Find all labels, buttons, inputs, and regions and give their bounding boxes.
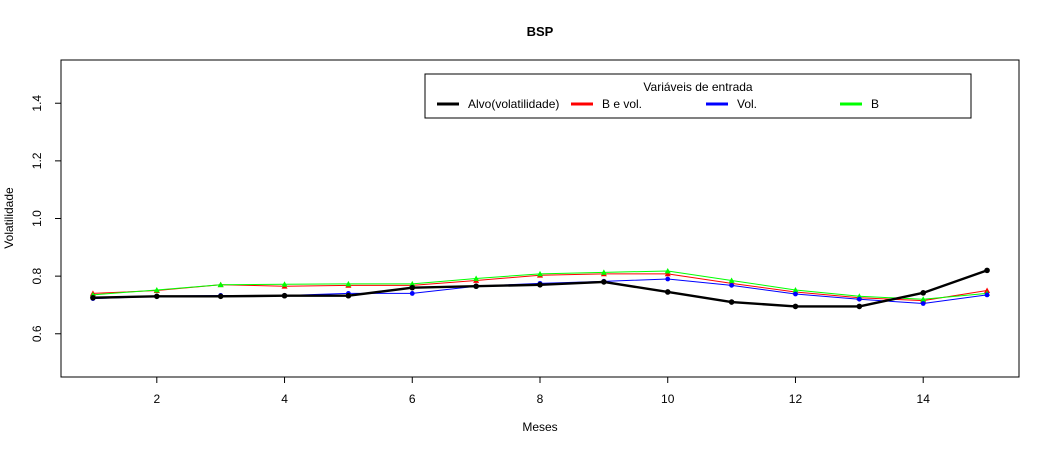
y-tick-label: 1.4 xyxy=(30,95,44,112)
y-tick-label: 1.0 xyxy=(30,210,44,227)
legend-entry: Vol. xyxy=(706,97,757,111)
legend-label: B e vol. xyxy=(602,97,642,111)
data-point xyxy=(473,283,479,290)
legend-entry: B xyxy=(840,97,879,111)
data-point xyxy=(856,303,863,310)
data-point xyxy=(856,296,862,302)
legend-label: Vol. xyxy=(737,97,757,111)
data-point xyxy=(217,281,224,288)
data-point xyxy=(409,291,415,296)
data-point xyxy=(920,301,926,306)
data-point xyxy=(409,284,416,291)
data-point xyxy=(792,303,799,310)
data-point xyxy=(345,280,352,287)
legend-label: B xyxy=(871,97,879,111)
series-vol xyxy=(90,276,990,306)
chart-title: BSP xyxy=(527,24,554,39)
data-point xyxy=(665,276,671,282)
data-point xyxy=(793,291,798,297)
x-tick-label: 2 xyxy=(153,392,160,406)
data-point xyxy=(537,281,543,288)
legend-entries: Alvo(volatilidade) B e vol. Vol. B xyxy=(437,97,879,111)
y-axis-label: Volatilidade xyxy=(2,187,16,249)
legend: Variáveis de entrada Alvo(volatilidade) B… xyxy=(424,73,972,119)
data-point xyxy=(345,292,352,299)
data-point xyxy=(920,296,927,302)
data-point xyxy=(664,267,671,274)
data-point xyxy=(473,275,480,281)
series-layer xyxy=(89,267,991,310)
data-point xyxy=(217,293,224,300)
x-tick-label: 14 xyxy=(917,392,931,406)
x-tick-label: 8 xyxy=(537,392,544,406)
x-tick-label: 6 xyxy=(409,392,416,406)
x-tick-label: 10 xyxy=(661,392,675,406)
x-axis-label: Meses xyxy=(522,420,557,434)
data-point xyxy=(728,299,735,305)
legend-label: Alvo(volatilidade) xyxy=(468,97,559,111)
x-tick-label: 4 xyxy=(281,392,288,406)
y-tick-label: 0.8 xyxy=(30,267,44,284)
data-point xyxy=(664,270,671,277)
y-axis: 0.6 0.8 1.0 1.2 1.4 xyxy=(30,95,61,342)
data-point xyxy=(984,292,990,298)
data-point xyxy=(90,294,96,301)
legend-title: Variáveis de entrada xyxy=(643,80,753,94)
y-tick-label: 0.6 xyxy=(30,325,44,342)
data-point xyxy=(792,286,799,293)
data-point xyxy=(601,279,607,285)
data-point xyxy=(281,281,288,287)
data-point xyxy=(537,270,543,277)
data-point xyxy=(984,287,991,293)
data-point xyxy=(153,286,160,293)
series-alvo-volatilidade xyxy=(90,267,990,310)
legend-entry: B e vol. xyxy=(571,97,642,111)
y-tick-label: 1.2 xyxy=(30,152,44,169)
data-point xyxy=(154,293,160,300)
data-point xyxy=(920,290,926,296)
data-point xyxy=(600,269,607,275)
x-tick-label: 12 xyxy=(789,392,803,406)
data-point xyxy=(664,289,671,295)
data-point xyxy=(984,267,990,274)
legend-entry: Alvo(volatilidade) xyxy=(437,97,559,111)
legend-box xyxy=(424,73,972,119)
x-axis: 2 4 6 8 10 12 14 xyxy=(153,377,930,406)
data-point xyxy=(409,280,416,287)
data-point xyxy=(281,292,288,299)
data-point xyxy=(728,277,735,283)
data-point xyxy=(729,282,734,288)
